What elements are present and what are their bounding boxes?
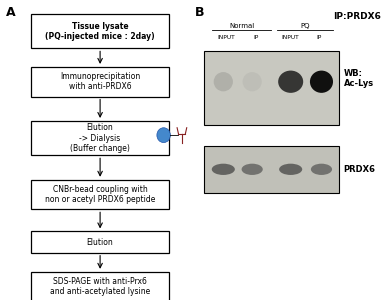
FancyBboxPatch shape [31,272,169,301]
Text: SDS-PAGE with anti-Prx6
and anti-acetylated lysine: SDS-PAGE with anti-Prx6 and anti-acetyla… [50,277,150,296]
Text: CNBr-bead coupling with
non or acetyl PRDX6 peptide: CNBr-bead coupling with non or acetyl PR… [45,185,155,204]
FancyBboxPatch shape [31,67,169,97]
Bar [204,145,339,193]
Text: IP:PRDX6: IP:PRDX6 [333,12,381,21]
Text: IP: IP [316,35,321,40]
Bar [204,51,339,125]
Ellipse shape [279,164,302,175]
Text: PQ: PQ [300,23,310,29]
Text: Elution: Elution [87,238,114,247]
Text: B: B [194,6,204,19]
Ellipse shape [212,164,235,175]
Text: Normal: Normal [229,23,254,29]
FancyBboxPatch shape [31,14,169,48]
Text: INPUT: INPUT [282,35,300,40]
Ellipse shape [310,71,333,93]
Text: A: A [6,6,15,19]
Text: Elution
-> Dialysis
(Buffer change): Elution -> Dialysis (Buffer change) [70,123,130,153]
Text: PRDX6: PRDX6 [344,165,376,174]
Text: IP: IP [253,35,259,40]
Ellipse shape [157,128,170,143]
Ellipse shape [214,72,233,92]
FancyBboxPatch shape [31,121,169,155]
Ellipse shape [242,164,263,175]
Text: Tissue lysate
(PQ-injected mice : 2day): Tissue lysate (PQ-injected mice : 2day) [45,22,155,41]
Text: WB:
Ac-Lys: WB: Ac-Lys [344,69,374,88]
Ellipse shape [311,164,332,175]
Ellipse shape [243,72,262,92]
Text: Immunoprecipitation
with anti-PRDX6: Immunoprecipitation with anti-PRDX6 [60,72,140,92]
Ellipse shape [278,71,303,93]
FancyBboxPatch shape [31,180,169,209]
FancyBboxPatch shape [31,231,169,253]
Text: INPUT: INPUT [218,35,235,40]
